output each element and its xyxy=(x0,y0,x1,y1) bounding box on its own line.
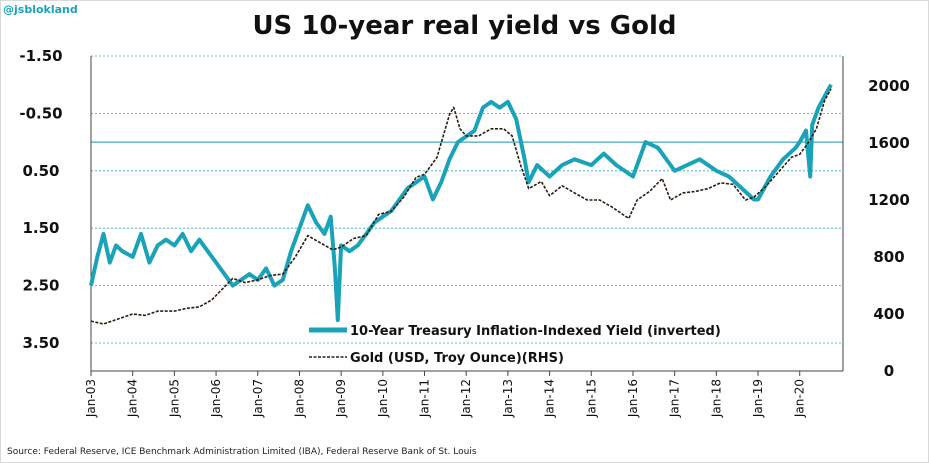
right-tick-label: 400 xyxy=(873,305,904,323)
right-tick-label: 2000 xyxy=(868,77,910,95)
left-tick-label: -0.50 xyxy=(19,104,62,122)
left-tick-label: 0.50 xyxy=(22,162,59,180)
left-tick-label: -1.50 xyxy=(19,47,62,65)
legend-label-real-yield: 10-Year Treasury Inflation-Indexed Yield… xyxy=(350,324,721,339)
x-tick-label: Jan-03 xyxy=(84,379,98,418)
x-tick-label: Jan-18 xyxy=(709,379,723,418)
right-tick-label: 1600 xyxy=(868,134,910,152)
right-tick-label: 800 xyxy=(873,248,904,266)
x-tick-label: Jan-10 xyxy=(376,379,390,418)
x-tick-label: Jan-12 xyxy=(459,379,473,418)
source-note: Source: Federal Reserve, ICE Benchmark A… xyxy=(7,447,477,457)
legend-label-gold: Gold (USD, Troy Ounce)(RHS) xyxy=(350,351,564,366)
x-tick-label: Jan-15 xyxy=(584,379,598,418)
real-yield-series-line xyxy=(89,83,833,322)
x-tick-label: Jan-08 xyxy=(292,379,306,418)
left-tick-label: 1.50 xyxy=(22,219,59,237)
x-tick-label: Jan-14 xyxy=(543,379,557,418)
x-tick-label: Jan-20 xyxy=(793,379,807,418)
left-tick-label: 3.50 xyxy=(22,334,59,352)
x-tick-label: Jan-13 xyxy=(501,379,515,418)
x-tick-label: Jan-07 xyxy=(251,379,265,418)
x-tick-label: Jan-04 xyxy=(126,379,140,418)
author-badge: @jsblokland xyxy=(3,3,78,16)
gold-series-line xyxy=(90,88,832,325)
left-tick-label: 2.50 xyxy=(22,277,59,295)
x-tick-label: Jan-17 xyxy=(668,379,682,418)
right-tick-label: 0 xyxy=(884,362,894,380)
x-tick-label: Jan-06 xyxy=(209,379,223,418)
x-tick-label: Jan-05 xyxy=(167,379,181,418)
right-tick-label: 1200 xyxy=(868,191,910,209)
x-tick-label: Jan-11 xyxy=(418,379,432,418)
chart-title: US 10-year real yield vs Gold xyxy=(252,11,677,41)
x-tick-label: Jan-16 xyxy=(626,379,640,418)
x-tick-label: Jan-09 xyxy=(334,379,348,418)
x-tick-label: Jan-19 xyxy=(751,379,765,418)
